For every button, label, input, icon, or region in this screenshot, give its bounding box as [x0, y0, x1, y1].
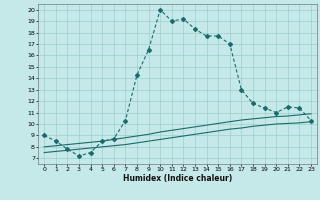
- X-axis label: Humidex (Indice chaleur): Humidex (Indice chaleur): [123, 174, 232, 183]
